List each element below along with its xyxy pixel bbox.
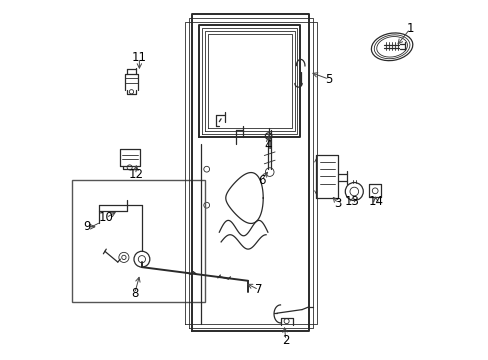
Text: 8: 8 (131, 287, 138, 300)
Text: 3: 3 (334, 197, 341, 210)
Text: 2: 2 (282, 334, 289, 347)
Text: 11: 11 (132, 51, 146, 64)
Bar (72, 180, 204, 302)
Text: 6: 6 (258, 174, 265, 186)
Text: 7: 7 (255, 283, 262, 296)
Text: 14: 14 (367, 195, 383, 208)
Text: 9: 9 (83, 220, 90, 233)
Text: 13: 13 (345, 195, 359, 208)
Text: 4: 4 (264, 139, 272, 152)
Text: 10: 10 (98, 211, 113, 224)
Text: 5: 5 (325, 73, 332, 86)
Text: 12: 12 (128, 168, 143, 181)
Text: 1: 1 (406, 22, 413, 35)
